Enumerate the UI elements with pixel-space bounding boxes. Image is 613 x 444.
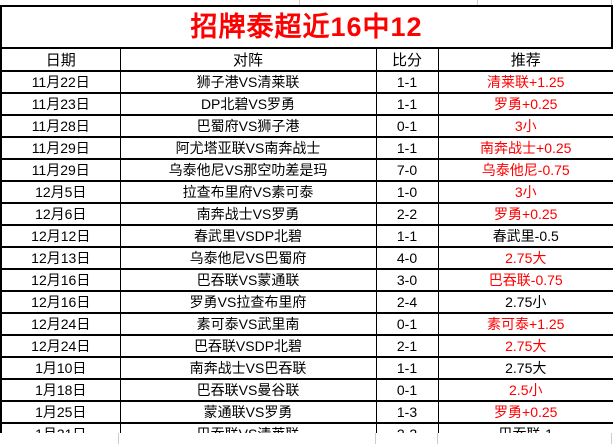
cell-pick: 春武里-0.5 <box>437 224 613 248</box>
gridline <box>611 433 612 444</box>
table-body: 11月22日 狮子港VS清莱联 1-1 清莱联+1.25 11月23日 DP北碧… <box>0 70 613 444</box>
gridline <box>611 0 612 5</box>
cell-match: 乌泰他尼VS那空叻差是玛 <box>119 158 377 182</box>
cell-score: 2-1 <box>375 334 439 358</box>
top-gridline-strip <box>0 0 613 5</box>
table-row: 1月25日 蒙通联VS罗勇 1-3 罗勇+0.25 <box>0 400 613 424</box>
cell-date: 11月29日 <box>0 158 121 182</box>
cell-pick: 乌泰他尼-0.75 <box>437 158 613 182</box>
cell-match: 乌泰他尼VS巴蜀府 <box>119 246 377 270</box>
cell-date: 12月24日 <box>0 312 121 336</box>
cell-date: 12月16日 <box>0 290 121 314</box>
cell-date: 12月12日 <box>0 224 121 248</box>
cell-pick: 巴吞联-0.75 <box>437 268 613 292</box>
cell-date: 11月29日 <box>0 136 121 160</box>
cell-date: 12月24日 <box>0 334 121 358</box>
cell-match: 素可泰VS武里南 <box>119 312 377 336</box>
table-row: 12月24日 素可泰VS武里南 0-1 素可泰+1.25 <box>0 312 613 336</box>
table-row: 11月22日 狮子港VS清莱联 1-1 清莱联+1.25 <box>0 70 613 94</box>
table-row: 12月13日 乌泰他尼VS巴蜀府 4-0 2.75大 <box>0 246 613 270</box>
cell-date: 12月16日 <box>0 268 121 292</box>
cell-score: 0-1 <box>375 312 439 336</box>
cell-match: 拉查布里府VS素可泰 <box>119 180 377 204</box>
cell-pick: 2.75大 <box>437 246 613 270</box>
cell-match: 巴吞联VS曼谷联 <box>119 378 377 402</box>
cell-pick: 南奔战士+0.25 <box>437 136 613 160</box>
gridline <box>437 433 438 444</box>
gridline <box>299 0 300 5</box>
table-row: 11月29日 乌泰他尼VS那空叻差是玛 7-0 乌泰他尼-0.75 <box>0 158 613 182</box>
cell-date: 1月25日 <box>0 400 121 424</box>
predictions-table: 日期 对阵 比分 推荐 11月22日 狮子港VS清莱联 1-1 清莱联+1.25… <box>0 47 613 444</box>
cell-date: 1月18日 <box>0 378 121 402</box>
cell-pick: 2.75大 <box>437 356 613 380</box>
title-banner: 招牌泰超近16中12 <box>0 5 613 47</box>
cell-score: 1-1 <box>375 70 439 94</box>
cell-score: 1-0 <box>375 180 439 204</box>
gridline <box>118 433 119 444</box>
cell-score: 7-0 <box>375 158 439 182</box>
table-row: 12月24日 巴吞联VSDP北碧 2-1 2.75大 <box>0 334 613 358</box>
table-row: 11月28日 巴蜀府VS狮子港 0-1 3小 <box>0 114 613 138</box>
cell-match: 春武里VSDP北碧 <box>119 224 377 248</box>
header-row: 日期 对阵 比分 推荐 <box>0 47 613 72</box>
table-row: 12月6日 南奔战士VS罗勇 2-2 罗勇+0.25 <box>0 202 613 226</box>
cell-match: DP北碧VS罗勇 <box>119 92 377 116</box>
col-header-match: 对阵 <box>119 47 377 72</box>
gridline <box>375 433 376 444</box>
cell-score: 3-0 <box>375 268 439 292</box>
gridline <box>477 0 478 5</box>
cell-pick: 2.75小 <box>437 290 613 314</box>
table-row: 12月12日 春武里VSDP北碧 1-1 春武里-0.5 <box>0 224 613 248</box>
cell-pick: 素可泰+1.25 <box>437 312 613 336</box>
cell-score: 4-0 <box>375 246 439 270</box>
cell-score: 1-1 <box>375 224 439 248</box>
cell-date: 12月5日 <box>0 180 121 204</box>
cell-match: 罗勇VS拉查布里府 <box>119 290 377 314</box>
cell-pick: 3小 <box>437 114 613 138</box>
table-row: 12月16日 罗勇VS拉查布里府 2-4 2.75小 <box>0 290 613 314</box>
cell-match: 阿尤塔亚联VS南奔战士 <box>119 136 377 160</box>
cell-pick: 清莱联+1.25 <box>437 70 613 94</box>
cell-score: 2-2 <box>375 202 439 226</box>
col-header-date: 日期 <box>0 47 121 72</box>
cell-pick: 罗勇+0.25 <box>437 400 613 424</box>
table-row: 12月5日 拉查布里府VS素可泰 1-0 3小 <box>0 180 613 204</box>
table-row: 1月18日 巴吞联VS曼谷联 0-1 2.5小 <box>0 378 613 402</box>
cell-match: 狮子港VS清莱联 <box>119 70 377 94</box>
table-row: 12月16日 巴吞联VS蒙通联 3-0 巴吞联-0.75 <box>0 268 613 292</box>
cell-pick: 罗勇+0.25 <box>437 92 613 116</box>
col-header-pick: 推荐 <box>437 47 613 72</box>
cell-match: 巴吞联VSDP北碧 <box>119 334 377 358</box>
cell-match: 巴蜀府VS狮子港 <box>119 114 377 138</box>
cell-pick: 3小 <box>437 180 613 204</box>
cell-pick: 2.75大 <box>437 334 613 358</box>
cell-date: 12月6日 <box>0 202 121 226</box>
page-title: 招牌泰超近16中12 <box>190 11 423 42</box>
cell-match: 巴吞联VS蒙通联 <box>119 268 377 292</box>
cell-pick: 罗勇+0.25 <box>437 202 613 226</box>
cell-score: 1-1 <box>375 92 439 116</box>
cell-score: 1-3 <box>375 400 439 424</box>
cell-date: 11月22日 <box>0 70 121 94</box>
cell-score: 1-1 <box>375 356 439 380</box>
cell-score: 0-1 <box>375 114 439 138</box>
cell-date: 11月28日 <box>0 114 121 138</box>
cell-match: 南奔战士VS罗勇 <box>119 202 377 226</box>
cell-pick: 2.5小 <box>437 378 613 402</box>
table-row: 11月23日 DP北碧VS罗勇 1-1 罗勇+0.25 <box>0 92 613 116</box>
table-row: 11月29日 阿尤塔亚联VS南奔战士 1-1 南奔战士+0.25 <box>0 136 613 160</box>
cell-score: 1-1 <box>375 136 439 160</box>
col-header-score: 比分 <box>375 47 439 72</box>
table-row: 1月10日 南奔战士VS巴吞联 1-1 2.75大 <box>0 356 613 380</box>
cell-date: 11月23日 <box>0 92 121 116</box>
cell-score: 0-1 <box>375 378 439 402</box>
bottom-gridline-strip <box>0 433 613 444</box>
cell-score: 2-4 <box>375 290 439 314</box>
cell-date: 12月13日 <box>0 246 121 270</box>
cell-match: 蒙通联VS罗勇 <box>119 400 377 424</box>
cell-date: 1月10日 <box>0 356 121 380</box>
cell-match: 南奔战士VS巴吞联 <box>119 356 377 380</box>
